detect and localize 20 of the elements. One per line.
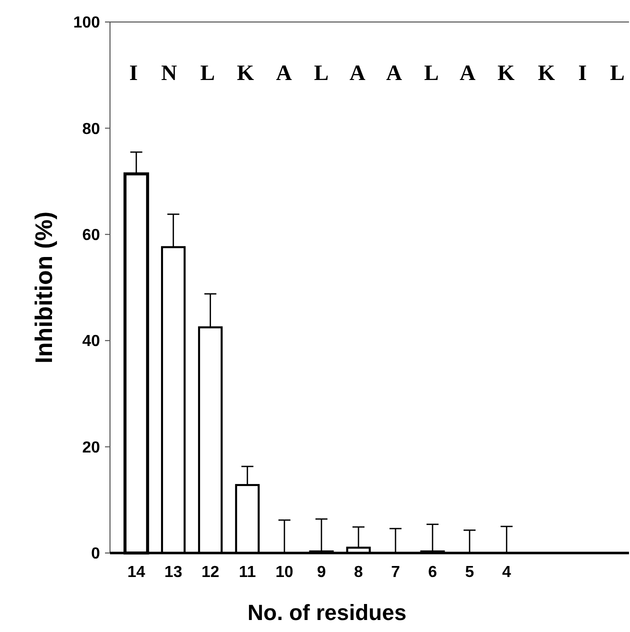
x-tick-label: 9: [317, 564, 326, 581]
x-tick-label: 4: [502, 564, 512, 581]
x-axis-title: No. of residues: [248, 600, 406, 625]
x-tick-label: 13: [164, 564, 182, 581]
x-tick-label: 10: [276, 564, 294, 581]
y-tick-label: 40: [82, 333, 100, 350]
x-tick-label: 14: [127, 564, 146, 581]
y-tick-label: 100: [73, 14, 100, 32]
x-tick-label: 7: [391, 564, 400, 581]
annotation: I N L K A L A A L A K K I L: [129, 60, 625, 85]
x-tick-label: 12: [201, 564, 220, 581]
x-tick-label: 8: [354, 564, 364, 581]
y-tick-label: 60: [82, 227, 100, 244]
y-tick-label: 20: [82, 439, 100, 456]
y-tick-label: 0: [91, 546, 100, 563]
y-axis-title: Inhibition (%): [31, 212, 58, 364]
x-tick-label: 11: [238, 564, 256, 581]
x-tick-label: 6: [428, 564, 438, 581]
x-tick-label: 5: [465, 564, 474, 581]
y-tick-label: 80: [82, 120, 100, 138]
